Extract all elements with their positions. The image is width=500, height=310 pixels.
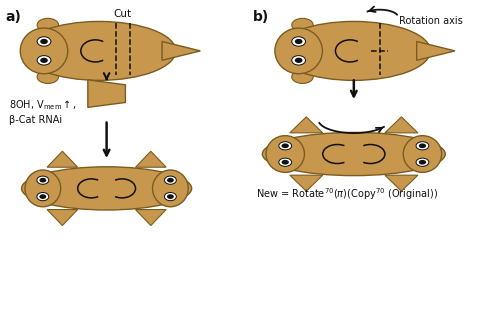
- Ellipse shape: [40, 194, 46, 199]
- Ellipse shape: [292, 37, 306, 46]
- Ellipse shape: [164, 193, 176, 201]
- Text: Cut: Cut: [114, 9, 132, 19]
- Ellipse shape: [279, 142, 291, 150]
- Polygon shape: [416, 42, 455, 60]
- Ellipse shape: [37, 176, 49, 184]
- Ellipse shape: [279, 158, 291, 166]
- Text: a): a): [5, 10, 21, 24]
- Polygon shape: [162, 42, 200, 60]
- Polygon shape: [385, 117, 418, 133]
- Ellipse shape: [37, 55, 51, 65]
- Ellipse shape: [277, 21, 430, 80]
- Text: New = Rotate$^{70}$($\pi$)(Copy$^{70}$ (Original)): New = Rotate$^{70}$($\pi$)(Copy$^{70}$ (…: [256, 186, 438, 202]
- Ellipse shape: [292, 18, 313, 32]
- Polygon shape: [88, 80, 126, 107]
- Polygon shape: [290, 175, 322, 191]
- Ellipse shape: [282, 144, 289, 148]
- Ellipse shape: [295, 58, 302, 63]
- Ellipse shape: [164, 176, 176, 184]
- Text: Rotation axis: Rotation axis: [400, 16, 463, 26]
- Text: 8OH, V$_{\mathregular{mem}}$$\uparrow$,: 8OH, V$_{\mathregular{mem}}$$\uparrow$,: [8, 98, 77, 112]
- Ellipse shape: [403, 136, 442, 172]
- Ellipse shape: [40, 178, 46, 183]
- Ellipse shape: [295, 39, 302, 44]
- Ellipse shape: [37, 70, 58, 83]
- Polygon shape: [47, 210, 78, 226]
- Ellipse shape: [419, 160, 426, 165]
- Ellipse shape: [40, 58, 48, 63]
- Text: b): b): [252, 10, 268, 24]
- Polygon shape: [385, 175, 418, 191]
- Ellipse shape: [167, 194, 174, 199]
- Ellipse shape: [37, 18, 58, 32]
- Ellipse shape: [292, 70, 313, 83]
- Ellipse shape: [40, 39, 48, 44]
- Ellipse shape: [262, 132, 446, 176]
- Polygon shape: [136, 210, 166, 226]
- Ellipse shape: [37, 193, 49, 201]
- Ellipse shape: [22, 21, 176, 80]
- Ellipse shape: [419, 144, 426, 148]
- Ellipse shape: [275, 28, 322, 74]
- Ellipse shape: [416, 142, 429, 150]
- Ellipse shape: [292, 55, 306, 65]
- Ellipse shape: [282, 160, 289, 165]
- Ellipse shape: [416, 158, 429, 166]
- Ellipse shape: [167, 178, 174, 183]
- Polygon shape: [136, 151, 166, 167]
- Ellipse shape: [20, 28, 68, 74]
- Ellipse shape: [25, 170, 60, 207]
- Text: β-Cat RNAi: β-Cat RNAi: [8, 115, 62, 125]
- Ellipse shape: [22, 167, 192, 210]
- Ellipse shape: [152, 170, 188, 207]
- Ellipse shape: [37, 37, 51, 46]
- Polygon shape: [47, 151, 78, 167]
- Polygon shape: [290, 117, 322, 133]
- Ellipse shape: [266, 136, 304, 172]
